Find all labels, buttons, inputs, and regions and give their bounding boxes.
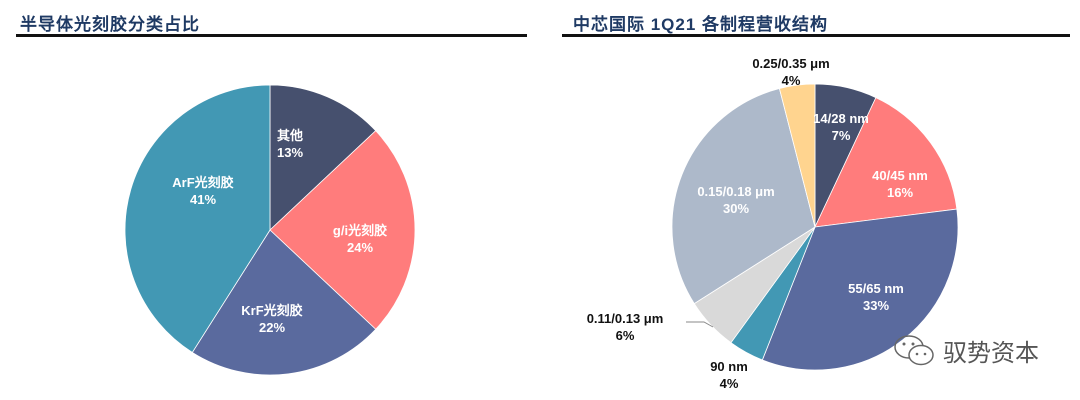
pie-chart-1: 其他 13% g/i光刻胶 24% KrF光刻胶 22% ArF光刻胶 41% <box>124 84 416 376</box>
slice-label: 14/28 nm 7% <box>813 111 869 143</box>
slice-label: ArF光刻胶 41% <box>172 175 233 207</box>
slice-label: 0.25/0.35 μm 4% <box>752 56 829 88</box>
slice-label: 0.11/0.13 μm 6% <box>587 311 664 343</box>
pie-slice <box>269 84 377 231</box>
slice-label: 55/65 nm 33% <box>848 281 904 313</box>
right-title-rule <box>562 34 1070 37</box>
slice-label: 其他 13% <box>277 128 303 160</box>
pie-slice <box>814 97 958 228</box>
slice-label: 0.15/0.18 μm 30% <box>697 184 774 216</box>
pie-chart-2: 14/28 nm 7%40/45 nm 16% 55/65 nm 33% 90 nm 4% 0… <box>587 56 959 391</box>
pie-slice <box>778 83 816 228</box>
pie-slice <box>191 229 377 376</box>
watermark-text: 驭势资本 <box>943 339 1039 367</box>
wechat-icon <box>894 334 934 365</box>
pie-slice <box>671 88 816 305</box>
left-title-rule <box>16 34 527 37</box>
pie-slice <box>761 208 959 371</box>
right-chart-title: 中芯国际 1Q21 各制程营收结构 <box>573 15 829 34</box>
slice-label: 40/45 nm 16% <box>872 168 928 200</box>
slice-label: g/i光刻胶 24% <box>333 223 387 255</box>
pie-slice <box>269 130 416 330</box>
leader-line <box>686 321 714 328</box>
watermark: 驭势资本 <box>893 333 1039 368</box>
slice-label: 90 nm 4% <box>710 359 748 391</box>
left-chart-title: 半导体光刻胶分类占比 <box>20 15 200 34</box>
pie-slice <box>124 84 271 353</box>
slice-label: KrF光刻胶 22% <box>241 303 302 335</box>
